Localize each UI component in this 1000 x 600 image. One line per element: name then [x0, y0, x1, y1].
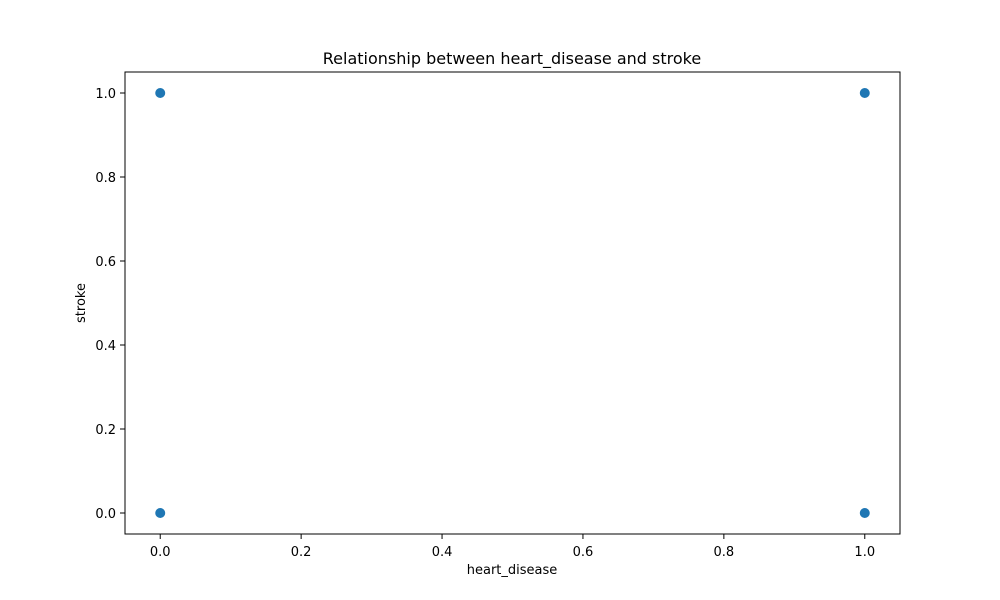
scatter-point	[859, 508, 870, 518]
points-layer	[155, 88, 870, 518]
y-tick-label: 0.0	[95, 507, 116, 522]
x-tick-label: 0.8	[714, 545, 735, 560]
scatter-point	[859, 88, 870, 98]
y-tick-label: 0.8	[95, 171, 116, 186]
x-tick-label: 0.4	[432, 545, 453, 560]
scatter-point	[155, 508, 166, 518]
chart-title: Relationship between heart_disease and s…	[323, 49, 701, 69]
y-tick-label: 0.6	[95, 255, 116, 270]
x-tick-label: 1.0	[854, 545, 875, 560]
x-axis-label: heart_disease	[467, 563, 558, 578]
ticks-layer: 0.0 0.2 0.4 0.6 0.8 1.0 0.0 0.2 0.4 0.6 0.8 1.0	[95, 87, 875, 560]
x-tick-label: 0.6	[573, 545, 594, 560]
axes-frame	[124, 71, 901, 535]
scatter-point	[155, 88, 166, 98]
x-tick-label: 0.0	[150, 545, 171, 560]
x-tick-label: 0.2	[291, 545, 312, 560]
y-tick-label: 1.0	[95, 87, 116, 102]
y-tick-label: 0.4	[95, 339, 116, 354]
y-tick-label: 0.2	[95, 423, 116, 438]
y-axis-label: stroke	[74, 283, 89, 323]
